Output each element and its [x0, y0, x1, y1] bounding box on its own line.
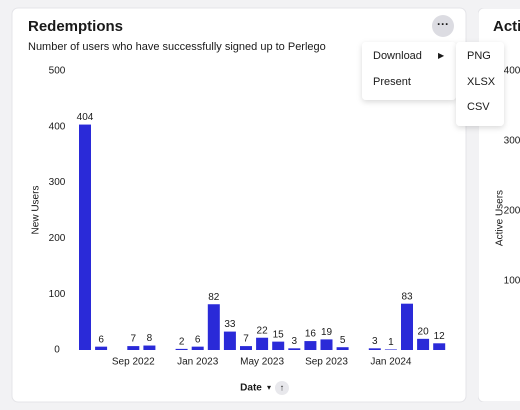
data-label: 83	[401, 291, 413, 302]
y-axis-label: Active Users	[495, 190, 506, 246]
y-tick-label: 100	[49, 289, 66, 300]
x-tick-label: Jan 2024	[370, 357, 412, 368]
chart-subtitle: Number of users who have successfully si…	[28, 41, 326, 53]
x-tick-label: May 2023	[240, 357, 284, 368]
bar	[417, 338, 430, 350]
bar	[175, 348, 188, 350]
bar	[127, 346, 140, 350]
x-axis-label: Date	[240, 383, 262, 394]
bar	[368, 348, 381, 350]
bar	[143, 345, 156, 350]
x-tick-label: Sep 2023	[305, 357, 348, 368]
more-icon: ···	[437, 17, 449, 31]
data-label: 22	[257, 325, 269, 336]
data-label: 6	[98, 334, 104, 345]
bar	[384, 349, 397, 350]
y-tick-label: 300	[49, 177, 66, 188]
y-tick-label: 400	[49, 121, 66, 132]
sort-icon: ↑	[280, 382, 285, 392]
bar	[240, 346, 252, 350]
y-tick-label: 500	[49, 66, 66, 77]
bar	[336, 347, 349, 350]
data-label: 12	[434, 331, 446, 342]
bar	[79, 124, 91, 351]
data-label: 1	[388, 337, 394, 348]
data-label: 20	[418, 326, 430, 337]
menu-item[interactable]: Download	[373, 50, 422, 62]
bar	[191, 346, 204, 350]
y-tick-label: 0	[54, 345, 60, 356]
bar	[95, 346, 108, 350]
chart-title: Redemptions	[28, 18, 123, 35]
submenu-item[interactable]: CSV	[467, 101, 490, 113]
menu-item[interactable]: Present	[373, 76, 411, 88]
data-label: 33	[224, 319, 236, 330]
bar	[256, 337, 269, 350]
submenu-item[interactable]: PNG	[467, 50, 491, 62]
card	[11, 7, 467, 403]
data-label: 8	[147, 333, 153, 344]
data-label: 19	[321, 327, 333, 338]
data-label: 15	[273, 329, 285, 340]
card-title: Active Users	[493, 18, 520, 35]
data-label: 3	[372, 336, 378, 347]
bar	[288, 348, 301, 350]
data-label: 82	[208, 292, 220, 303]
data-label: 16	[305, 329, 317, 340]
data-label: 7	[131, 334, 137, 345]
data-label: 3	[292, 336, 298, 347]
data-label: 2	[179, 337, 185, 348]
bar	[304, 341, 317, 350]
sort-button[interactable]	[275, 381, 289, 395]
data-label: 7	[243, 334, 249, 345]
x-tick-label: Sep 2022	[112, 357, 155, 368]
bar	[223, 331, 236, 350]
submenu-item[interactable]: XLSX	[467, 76, 496, 88]
submenu	[456, 42, 504, 126]
y-tick-label: 200	[49, 233, 66, 244]
y-axis-label: New Users	[31, 186, 42, 235]
more-button[interactable]	[432, 15, 454, 37]
y-tick-label: 400	[504, 66, 520, 77]
bar	[433, 343, 446, 350]
data-label: 5	[340, 335, 346, 346]
x-tick-label: Jan 2023	[177, 357, 219, 368]
bar	[401, 303, 413, 350]
y-tick-label: 100	[504, 276, 520, 287]
bar	[272, 341, 285, 350]
menu	[362, 42, 456, 100]
filter-icon[interactable]: ▾	[267, 383, 271, 392]
y-tick-label: 200	[504, 206, 520, 217]
bar	[320, 339, 333, 350]
y-tick-label: 300	[504, 136, 520, 147]
submenu-arrow: ▶	[438, 51, 445, 60]
data-label: 6	[195, 334, 201, 345]
data-label: 404	[77, 112, 94, 123]
bar	[207, 304, 220, 350]
